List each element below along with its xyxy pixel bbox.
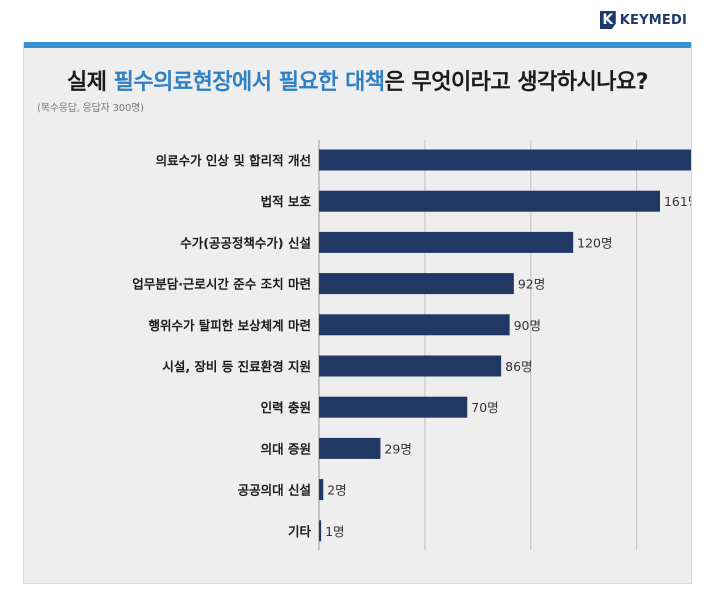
category-label: 시설, 장비 등 진료환경 지원 (162, 359, 311, 374)
bar (319, 314, 510, 336)
logo-mark: K (599, 11, 616, 29)
category-label: 행위수가 탈피한 보상체계 마련 (148, 318, 311, 333)
category-label: 공공의대 신설 (238, 483, 311, 498)
bar (319, 355, 502, 377)
title-accent: 필수의료현장에서 필요한 대책 (113, 70, 385, 95)
keymedi-logo: K KEYMEDI (599, 11, 687, 29)
bar (319, 479, 324, 501)
chart-subtitle: (복수응답, 응답자 300명) (37, 103, 144, 114)
data-label: 161명 (664, 194, 691, 209)
bar (319, 190, 660, 212)
bar-chart: 의료수가 인상 및 합리적 개선220명법적 보호161명수가(공공정책수가) … (132, 140, 691, 550)
logo-text: KEYMEDI (619, 12, 687, 28)
category-label: 의대 증원 (261, 441, 311, 456)
category-label: 수가(공공정책수가) 신설 (180, 235, 311, 250)
category-label: 인력 충원 (261, 400, 311, 415)
data-label: 90명 (514, 318, 541, 333)
data-label: 70명 (471, 400, 498, 415)
chart-card: 실제 필수의료현장에서 필요한 대책은 무엇이라고 생각하시나요? (복수응답,… (23, 42, 692, 584)
bar (319, 231, 574, 253)
category-label: 법적 보호 (261, 194, 312, 209)
bar (319, 396, 468, 418)
bar (319, 273, 514, 295)
data-label: 29명 (384, 441, 411, 456)
title-post: 은 무엇이라고 생각하시나요? (384, 70, 649, 95)
category-label: 기타 (288, 524, 312, 539)
data-label: 2명 (327, 483, 346, 498)
bar (319, 437, 381, 459)
data-label: 120명 (577, 235, 612, 250)
card-top-bar (24, 42, 691, 48)
data-label: 86명 (505, 359, 532, 374)
data-label: 1명 (325, 524, 344, 539)
chart-title: 실제 필수의료현장에서 필요한 대책은 무엇이라고 생각하시나요? (24, 64, 691, 96)
title-pre: 실제 (66, 70, 114, 95)
bar (319, 149, 691, 171)
data-label: 92명 (518, 277, 545, 292)
bar (319, 520, 322, 542)
category-label: 업무분담·근로시간 준수 조치 마련 (132, 277, 311, 292)
category-label: 의료수가 인상 및 합리적 개선 (156, 153, 311, 168)
